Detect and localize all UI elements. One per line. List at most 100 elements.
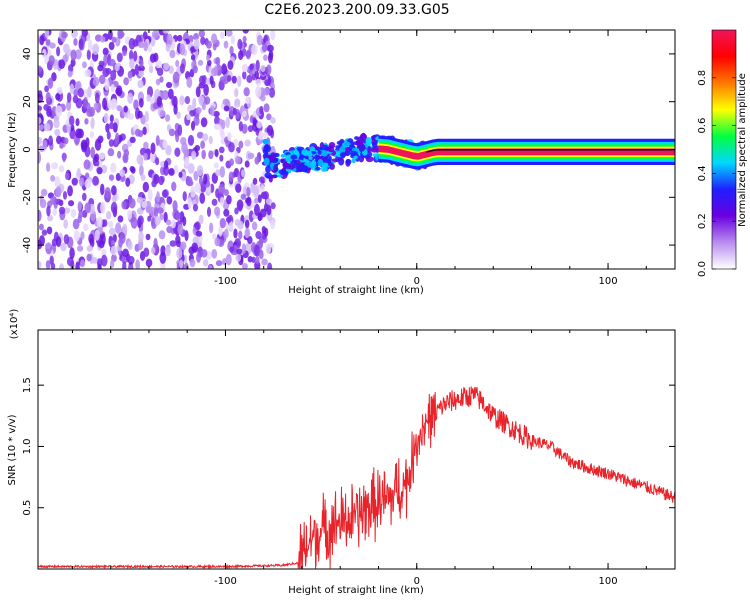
heatmap-noise-blob [93,102,99,111]
colorbar: 0.0 0.2 0.4 0.6 0.8 Normalized spectral ampl… [697,29,748,277]
heatmap-noise-blob [270,30,276,41]
heatmap-noise-blob [203,83,209,96]
heatmap-noise-blob [225,253,232,266]
heatmap-noise-blob [187,163,195,174]
heatmap-noise-blob [67,70,73,78]
heatmap-transition-blob [278,169,286,175]
heatmap-noise-blob [43,122,51,132]
heatmap-noise-blob [183,148,190,157]
heatmap-noise-blob [109,114,114,123]
heatmap-noise-blob [54,176,61,188]
heatmap-noise-blob [46,205,51,217]
heatmap-noise-blob [100,254,108,267]
heatmap-noise-blob [94,92,100,104]
heatmap-noise-blob [75,118,80,127]
heatmap-noise-blob [213,65,218,77]
heatmap-noise-blob [244,160,250,168]
heatmap-noise-blob [165,43,171,52]
heatmap-noise-blob [162,30,170,34]
heatmap-noise-blob [136,154,144,165]
spectrogram-y-axis-label: Frequency (Hz) [7,112,18,188]
heatmap-noise-blob [118,237,123,248]
heatmap-noise-blob [135,259,140,269]
heatmap-noise-blob [137,215,144,225]
heatmap-noise-blob [105,210,112,220]
heatmap-noise-blob [55,105,63,117]
heatmap-noise-blob [55,186,62,198]
heatmap-noise-blob [223,228,229,239]
heatmap-noise-blob [245,96,250,105]
heatmap-noise-blob [138,70,145,78]
heatmap-noise-blob [73,38,78,46]
heatmap-noise-blob [87,86,92,98]
heatmap-transition-blob [344,141,351,147]
heatmap-noise-blob [198,176,203,186]
heatmap-noise-blob [103,112,109,123]
heatmap-noise-blob [41,48,47,59]
heatmap-noise-blob [260,184,265,194]
heatmap-noise-blob [88,233,94,244]
heatmap-noise-blob [159,76,164,83]
heatmap-noise-blob [138,65,145,72]
heatmap-noise-blob [74,49,82,60]
heatmap-noise-blob [58,165,65,173]
heatmap-noise-blob [193,38,200,51]
spectrogram-x-tick-label: 100 [599,276,618,287]
heatmap-noise-blob [90,117,95,130]
heatmap-noise-blob [208,150,214,160]
heatmap-noise-blob [255,256,260,265]
heatmap-noise-blob [173,164,179,174]
heatmap-noise-blob [242,70,247,80]
heatmap-noise-blob [255,59,260,72]
heatmap-noise-blob [166,33,173,46]
heatmap-transition-blob [288,163,296,170]
heatmap-noise-blob [142,181,150,193]
heatmap-noise-blob [47,77,54,89]
heatmap-noise-blob [261,43,268,53]
heatmap-transition-blob [365,137,372,145]
heatmap-noise-blob [170,219,176,229]
heatmap-noise-blob [63,43,70,54]
heatmap-noise-blob [192,97,197,110]
colorbar-gradient [711,29,737,270]
heatmap-noise-blob [147,215,152,222]
heatmap-noise-blob [67,185,73,197]
heatmap-noise-blob [194,144,201,152]
heatmap-noise-blob [190,54,196,61]
heatmap-noise-blob [238,121,243,132]
heatmap-noise-blob [79,177,85,187]
heatmap-noise-blob [115,87,122,95]
heatmap-noise-blob [177,124,183,136]
heatmap-noise-blob [50,195,58,205]
heatmap-noise-blob [226,195,232,205]
heatmap-noise-blob [246,74,253,83]
heatmap-noise-blob [116,105,123,112]
heatmap-noise-blob [128,38,136,50]
heatmap-noise-blob [254,197,259,204]
heatmap-noise-blob [151,216,156,227]
heatmap-noise-blob [97,135,104,144]
heatmap-noise-blob [175,59,180,68]
heatmap-noise-blob [97,64,104,72]
heatmap-noise-blob [225,116,230,129]
heatmap-noise-blob [51,72,57,82]
heatmap-noise-blob [63,207,71,214]
heatmap-noise-blob [63,234,70,245]
heatmap-noise-blob [196,252,201,263]
heatmap-noise-blob [92,43,100,55]
heatmap-noise-blob [166,226,173,234]
heatmap-noise-blob [243,87,250,97]
heatmap-noise-blob [235,183,242,193]
heatmap-noise-blob [237,75,242,88]
heatmap-noise-blob [197,59,204,66]
heatmap-noise-blob [72,95,79,104]
heatmap-noise-blob [200,36,206,46]
heatmap-noise-blob [169,49,176,59]
heatmap-noise-blob [192,65,198,74]
heatmap-noise-blob [240,193,247,200]
heatmap-noise-blob [87,39,93,52]
heatmap-noise-blob [127,255,135,265]
heatmap-transition-blob [349,150,358,156]
